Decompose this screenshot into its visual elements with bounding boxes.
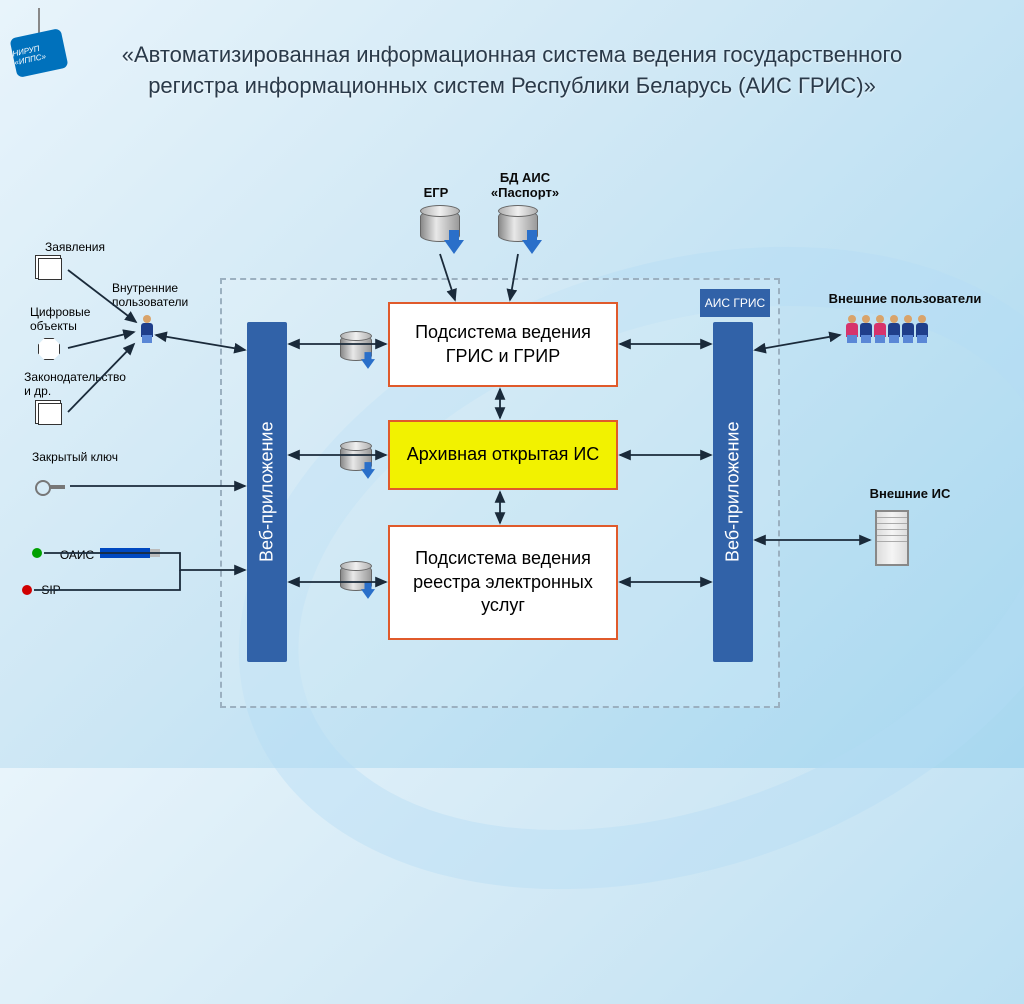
label-oais: ОАИС (52, 548, 102, 562)
db2-icon (340, 445, 372, 471)
internal-user-icon (140, 315, 154, 348)
icon-octagon (38, 338, 60, 360)
label-legislation: Законодательство и др. (30, 370, 120, 398)
block-archive: Архивная открытая ИС (388, 420, 618, 490)
egr-label: ЕГР (416, 185, 456, 200)
icon-doc-stack (38, 258, 62, 280)
label-internal-users: Внутренние пользователи (112, 281, 197, 309)
ais-gris-badge: АИС ГРИС (700, 289, 770, 317)
label-external-is: Внешние ИС (860, 486, 960, 501)
page-title: «Автоматизированная информационная систе… (0, 0, 1024, 112)
webapp-left: Веб-приложение (247, 322, 287, 662)
diagram-canvas: ЕГР БД АИС «Паспорт» АИС ГРИС Веб-прилож… (0, 150, 1024, 750)
label-external-users: Внешние пользователи (820, 291, 990, 306)
block-registry: Подсистема ведения реестра электронных у… (388, 525, 618, 640)
logo-text: НИРУП «ИППС» (9, 28, 68, 78)
label-closed-key: Закрытый ключ (30, 450, 120, 464)
sip-dot (22, 585, 32, 595)
server-icon (875, 510, 909, 566)
external-users-icon (845, 315, 929, 348)
webapp-right: Веб-приложение (713, 322, 753, 662)
db3-icon (340, 565, 372, 591)
label-digital-objects: Цифровые объекты (30, 305, 120, 333)
key-icon (35, 480, 65, 494)
label-zayavleniya: Заявления (30, 240, 120, 254)
db1-icon (340, 335, 372, 361)
block-gris-grir: Подсистема ведения ГРИС и ГРИР (388, 302, 618, 387)
oais-dot (32, 548, 42, 558)
egr-db-icon (420, 210, 460, 242)
icon-doc-stack2 (38, 403, 62, 425)
logo-tag: НИРУП «ИППС» (8, 8, 78, 78)
usb-icon (100, 548, 150, 558)
label-sip: SIP (36, 583, 66, 597)
bdais-db-icon (498, 210, 538, 242)
bdais-label: БД АИС «Паспорт» (490, 170, 560, 200)
